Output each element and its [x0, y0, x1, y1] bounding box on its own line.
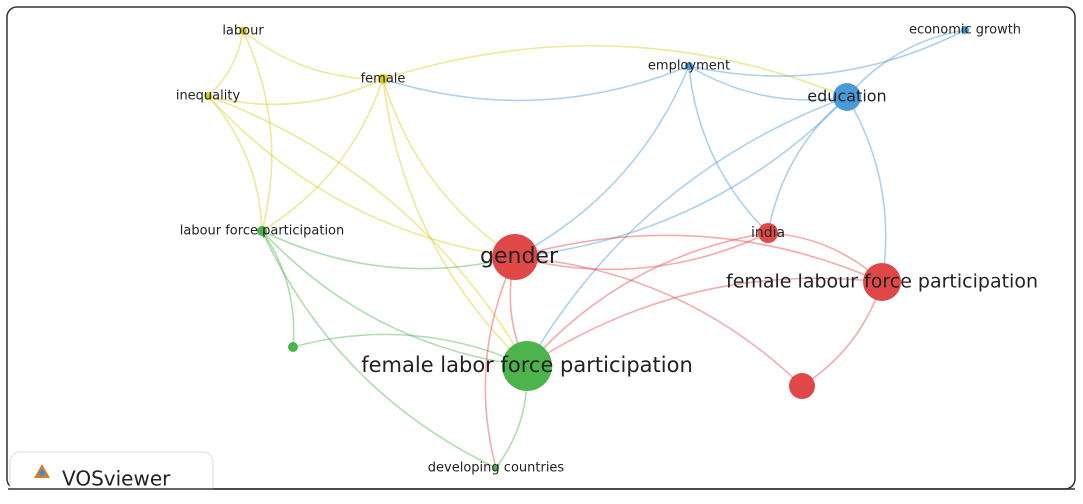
edge: [261, 230, 516, 270]
node: [863, 263, 901, 301]
logo-icon-dot: [39, 470, 45, 476]
edge: [514, 232, 769, 271]
node: [833, 83, 861, 111]
edges: [207, 29, 966, 469]
edge: [382, 78, 516, 258]
edge: [261, 78, 384, 232]
node: [789, 373, 815, 399]
edge: [207, 95, 528, 367]
edge: [261, 230, 497, 469]
branding: VOSviewer: [62, 467, 171, 491]
bottom-mask: [0, 490, 1083, 504]
edge: [242, 30, 273, 232]
labels: labour inequality female employment economic…: [176, 23, 1038, 476]
node-label: female: [361, 72, 406, 87]
edge: [242, 30, 384, 80]
edge: [846, 96, 887, 283]
node-label: gender: [480, 244, 559, 269]
edge: [514, 234, 883, 283]
edge: [514, 65, 690, 258]
edge: [526, 277, 883, 367]
edge: [382, 65, 690, 102]
edge: [526, 232, 769, 367]
edge: [292, 333, 528, 367]
node: [961, 26, 969, 34]
node-label: female labour force participation: [726, 271, 1038, 293]
edge: [846, 29, 966, 98]
node: [288, 342, 298, 352]
node-label: inequality: [176, 89, 241, 104]
node: [758, 223, 778, 243]
node: [685, 62, 693, 70]
node-label: education: [807, 87, 886, 106]
edge: [207, 78, 384, 106]
node-label: labour force participation: [180, 224, 345, 239]
node: [493, 465, 499, 471]
node: [378, 74, 388, 84]
node: [492, 234, 538, 280]
edge: [688, 65, 848, 101]
node: [502, 341, 552, 391]
node-label: female labor force participation: [361, 353, 693, 377]
node-label: economic growth: [909, 23, 1021, 38]
node-label: labour: [222, 24, 264, 39]
edge: [261, 230, 528, 367]
node-label: india: [751, 225, 785, 241]
edge: [207, 30, 244, 97]
node-label: developing countries: [428, 461, 565, 476]
node: [239, 27, 247, 35]
node-label: employment: [648, 59, 730, 74]
edge: [767, 96, 848, 234]
node: [257, 226, 267, 236]
nodes: [204, 26, 969, 471]
edge: [382, 78, 528, 367]
edge: [526, 96, 848, 367]
edge: [382, 44, 848, 98]
edge: [484, 256, 516, 469]
edge: [514, 256, 803, 387]
edge: [207, 95, 516, 258]
edge: [514, 96, 848, 258]
edge: [207, 95, 263, 232]
edge: [261, 230, 295, 348]
edge: [688, 29, 966, 77]
node: [204, 92, 212, 100]
edge: [688, 65, 769, 234]
